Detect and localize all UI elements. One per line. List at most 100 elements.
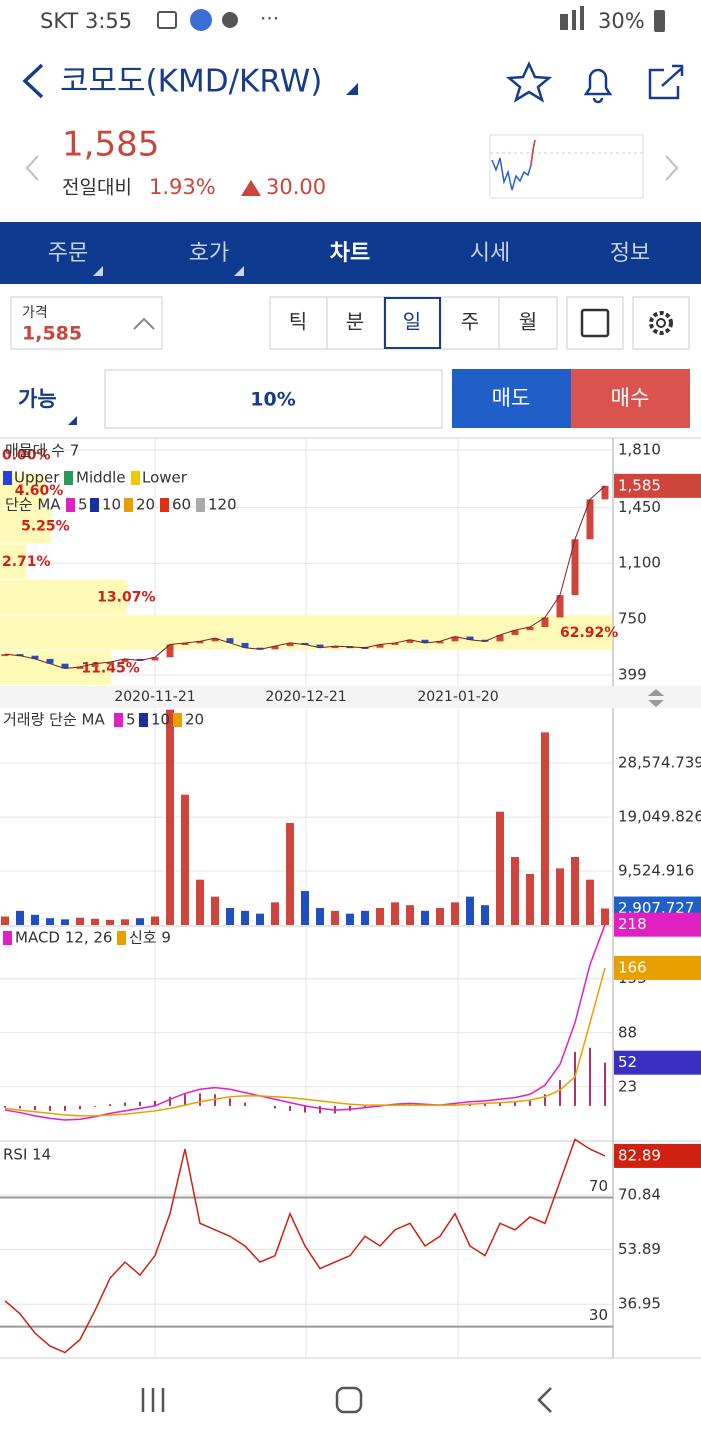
candle [436,641,444,644]
legend-label: 5 [78,496,88,514]
layout-button[interactable] [566,296,624,350]
tab-bar [0,222,701,284]
volume-profile-label: 4.60% [15,483,64,499]
volume-bar [1,916,9,925]
volume-profile-label: 13.07% [97,589,155,605]
volume-bar [526,874,534,925]
volume-profile-label: 0.00% [2,448,51,464]
legend-swatch [139,713,148,727]
candle [526,626,534,631]
tab-selected[interactable]: 차트 [330,241,370,266]
candle [136,658,144,661]
volume-bar [316,908,324,925]
legends: 매물대 수 7 Upper Middle Lower 단순 MA 5 10 20… [3,442,237,1164]
tab[interactable]: 시세 [470,241,510,266]
price-box[interactable] [10,296,163,350]
legend-swatch [117,931,126,945]
battery: 30% [598,9,645,33]
period-button[interactable]: 일 [403,310,421,334]
period-button[interactable]: 월 [519,310,537,334]
next-button[interactable] [665,155,679,181]
price-box-toggle[interactable] [133,317,155,330]
signal-icon [560,6,584,30]
volume-bar [496,811,504,925]
volume-bar [226,908,234,925]
volume-bar [406,905,414,925]
price-box-value: 1,585 [22,323,82,345]
available-label[interactable]: 가능 [18,387,57,411]
favorite-button[interactable] [505,61,553,103]
candle [481,639,489,642]
share-button[interactable] [648,64,684,100]
volume-bar [391,902,399,925]
settings-button[interactable] [632,296,690,350]
volume-bar [301,891,309,925]
layout-icon [580,308,610,338]
buy-label: 매수 [611,386,650,410]
value-badge [614,1143,701,1168]
legend-label: 거래량 단순 MA [3,711,105,729]
legend-label: Lower [142,469,188,487]
legend-label: 60 [172,496,191,514]
change-pct: 1.93% [149,175,216,199]
back-nav-button[interactable] [537,1387,552,1413]
period-button[interactable]: 틱 [289,310,307,334]
value-badge [614,955,701,980]
resize-handle[interactable] [648,689,664,707]
value-badge-label: 52 [618,1053,637,1071]
volume-bar [241,910,249,925]
legend-swatch [66,498,75,512]
volume-bar [451,902,459,925]
volume-bar [436,908,444,925]
legend-label: Upper [14,469,60,487]
candle [601,485,609,500]
volume-profile-label: 2.71% [2,554,51,570]
volume-bar [136,918,144,925]
period-button[interactable]: 주 [461,310,479,334]
y-tick-label: 28,574.739 [618,754,701,772]
volume-bar [541,732,549,925]
tab[interactable]: 주문 [48,241,88,266]
period-button[interactable]: 분 [346,310,364,334]
volume-profile-label: 5.25% [21,519,70,535]
icon [222,12,238,28]
value-badge [614,912,701,937]
candle [286,642,294,647]
legend-swatch [173,713,182,727]
sell-button[interactable] [452,369,571,428]
ratio-input[interactable] [104,369,443,429]
volume-bar [61,919,69,925]
home-button[interactable] [335,1386,363,1414]
buy-button[interactable] [571,369,690,428]
series-line [4,967,606,1117]
volume-profile-bar [0,650,112,685]
dropdown-arrow[interactable] [346,83,358,95]
legend-label: Middle [76,469,126,487]
y-tick-label: 23 [618,1077,637,1095]
legend-swatch [3,931,12,945]
prev-button[interactable] [25,155,39,181]
y-tick-label: 88 [618,1023,637,1041]
volume-bar [376,908,384,925]
tab[interactable]: 호가 [189,241,229,266]
tab[interactable]: 정보 [610,241,650,266]
alert-button[interactable] [583,68,613,104]
recent-apps-button[interactable] [141,1388,165,1412]
candle [271,646,279,650]
y-tick-label: 19,049.826 [618,808,701,826]
volume-bar [601,908,609,925]
price-box-label: 가격 [22,305,48,321]
volume-bar [256,913,264,925]
volume-bar [421,910,429,925]
volume-bar [511,857,519,925]
legend-swatch [90,498,99,512]
candle [301,642,309,645]
volume-bar [196,879,204,925]
back-button[interactable] [22,63,44,99]
candle [511,630,519,635]
value-badge-label: 82.89 [618,1146,661,1164]
volume-bar [106,919,114,925]
y-tick-label: 36.95 [618,1295,661,1313]
change-abs: 30.00 [266,175,326,199]
ratio-value: 10% [250,389,295,411]
